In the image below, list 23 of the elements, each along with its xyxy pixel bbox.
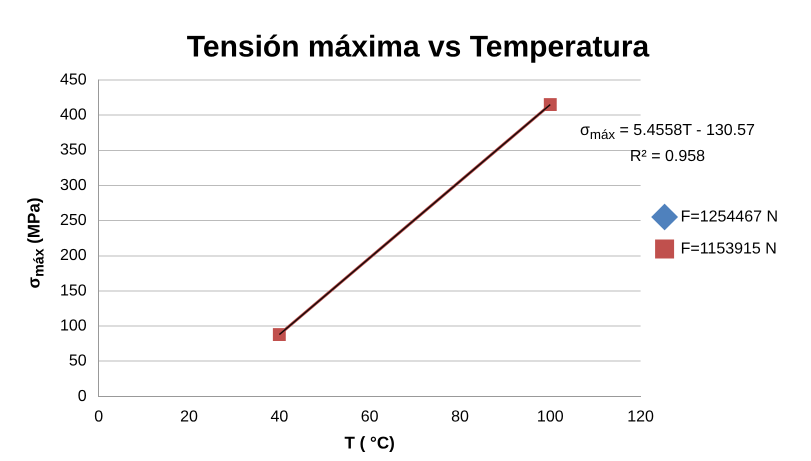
y-tick-label: 250 xyxy=(60,212,87,230)
x-tick-label: 100 xyxy=(536,408,564,426)
x-tick-label: 80 xyxy=(451,408,469,426)
y-tick-label: 100 xyxy=(60,317,87,334)
y-tick-label: 300 xyxy=(60,176,87,194)
x-tick-label: 20 xyxy=(180,408,198,426)
y-tick-label: 400 xyxy=(60,106,87,124)
y-tick-label: 150 xyxy=(60,282,87,300)
x-axis-title: T ( °C) xyxy=(344,433,395,452)
chart-title: Tensión máxima vs Temperatura xyxy=(186,30,650,64)
x-tick-label: 120 xyxy=(627,408,654,426)
y-tick-label: 200 xyxy=(60,247,87,264)
x-tick-label: 60 xyxy=(360,408,379,426)
y-tick-label: 0 xyxy=(78,388,87,405)
y-tick-label: 350 xyxy=(60,142,87,159)
annotation: σ$_{máx}$ = 5.4558T - 130.57 xyxy=(580,121,755,144)
legend-label: F=1153915 N xyxy=(680,240,777,258)
x-tick-label: 40 xyxy=(270,408,288,426)
annotation: R² = 0.958 xyxy=(628,147,706,168)
y-tick-label: 50 xyxy=(68,352,87,370)
x-tick-label: 0 xyxy=(94,408,104,426)
y-tick-label: 450 xyxy=(60,71,87,88)
legend-label: F=1254467 N xyxy=(680,208,778,226)
